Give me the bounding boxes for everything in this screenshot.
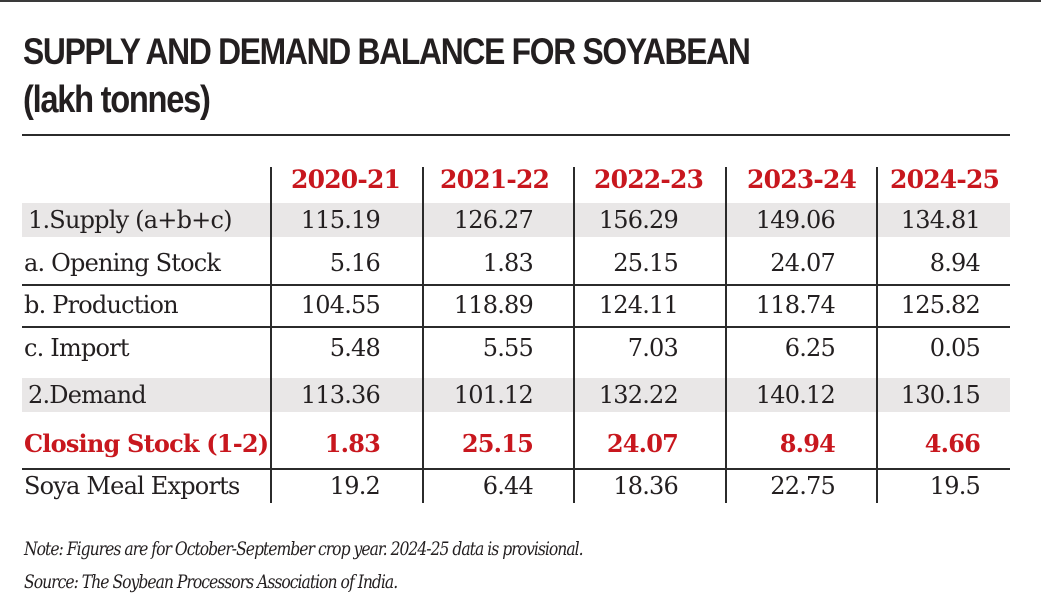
- row-label: c. Import: [24, 334, 129, 362]
- table-cell: 0.05: [929, 334, 981, 362]
- table-cell: 25.15: [461, 428, 534, 458]
- table-cell: 149.06: [755, 206, 836, 234]
- table-cell: 115.19: [300, 206, 381, 234]
- table-row: b. Production 104.55 118.89 124.11 118.74 125…: [22, 285, 1010, 325]
- subtitle-text: (lakh tonnes): [23, 79, 211, 121]
- column-header: 2022-23: [594, 164, 704, 194]
- column-separator: [876, 167, 878, 503]
- table-cell: 1.83: [324, 428, 381, 458]
- table-cell: 140.12: [755, 381, 836, 409]
- table-cell: 101.12: [453, 381, 534, 409]
- table-cell: 24.07: [770, 249, 836, 277]
- table-row: Soya Meal Exports 19.2 6.44 18.36 22.75 19.5: [22, 469, 1010, 503]
- column-separator: [573, 167, 575, 503]
- table-cell: 126.27: [453, 206, 534, 234]
- table-cell: 18.36: [613, 472, 679, 500]
- row-label: Soya Meal Exports: [24, 472, 240, 500]
- table-row: a. Opening Stock 5.16 1.83 25.15 24.07 8.94: [22, 243, 1010, 283]
- row-label: 2.Demand: [28, 381, 147, 409]
- table-cell: 104.55: [300, 291, 381, 319]
- row-label: Closing Stock (1-2): [24, 428, 269, 458]
- column-header: 2020-21: [291, 164, 401, 194]
- table-cell: 19.5: [929, 472, 981, 500]
- column-header: 2021-22: [440, 164, 550, 194]
- top-border: [0, 0, 1041, 2]
- table-cell: 132.22: [598, 381, 679, 409]
- table-row: c. Import 5.48 5.55 7.03 6.25 0.05: [22, 328, 1010, 368]
- table-cell: 1.83: [482, 249, 534, 277]
- table-cell: 118.74: [755, 291, 836, 319]
- table-cell: 24.07: [606, 428, 679, 458]
- table-cell: 19.2: [329, 472, 381, 500]
- table-cell: 8.94: [779, 428, 836, 458]
- table-cell: 7.03: [627, 334, 679, 362]
- table-cell: 156.29: [598, 206, 679, 234]
- row-rule: [22, 326, 1010, 328]
- row-label: b. Production: [24, 291, 179, 319]
- table-cell: 5.55: [482, 334, 534, 362]
- table-row: 2.Demand 113.36 101.12 132.22 140.12 130.15: [22, 378, 1010, 412]
- row-label: a. Opening Stock: [24, 249, 221, 277]
- table-cell: 4.66: [924, 428, 981, 458]
- table-cell: 118.89: [453, 291, 534, 319]
- chart-title: SUPPLY AND DEMAND BALANCE FOR SOYABEAN (…: [23, 30, 751, 122]
- table-row: Closing Stock (1-2) 1.83 25.15 24.07 8.94 4.6…: [22, 422, 1010, 464]
- table-cell: 5.16: [329, 249, 381, 277]
- column-header: 2024-25: [890, 164, 1000, 194]
- table-cell: 8.94: [929, 249, 981, 277]
- row-rule: [22, 468, 1010, 470]
- table-cell: 22.75: [770, 472, 836, 500]
- title-text: SUPPLY AND DEMAND BALANCE FOR SOYABEAN: [23, 31, 751, 72]
- header-row: 2020-21 2021-22 2022-23 2023-24 2024-25: [0, 161, 1041, 197]
- title-rule: [22, 134, 1010, 136]
- table-cell: 25.15: [613, 249, 679, 277]
- column-header: 2023-24: [747, 164, 857, 194]
- table-cell: 6.44: [482, 472, 534, 500]
- column-separator: [270, 167, 272, 503]
- table-cell: 124.11: [598, 291, 679, 319]
- table-cell: 113.36: [300, 381, 381, 409]
- table-cell: 125.82: [900, 291, 981, 319]
- table-cell: 5.48: [329, 334, 381, 362]
- table-row: 1.Supply (a+b+c) 115.19 126.27 156.29 149.06…: [22, 203, 1010, 237]
- table-cell: 6.25: [784, 334, 836, 362]
- row-rule: [22, 284, 1010, 286]
- table-cell: 134.81: [900, 206, 981, 234]
- column-separator: [422, 167, 424, 503]
- source-text: Source: The Soybean Processors Associati…: [24, 571, 398, 593]
- row-label: 1.Supply (a+b+c): [28, 206, 232, 234]
- note-text: Note: Figures are for October-September …: [24, 538, 584, 560]
- column-separator: [725, 167, 727, 503]
- table-cell: 130.15: [900, 381, 981, 409]
